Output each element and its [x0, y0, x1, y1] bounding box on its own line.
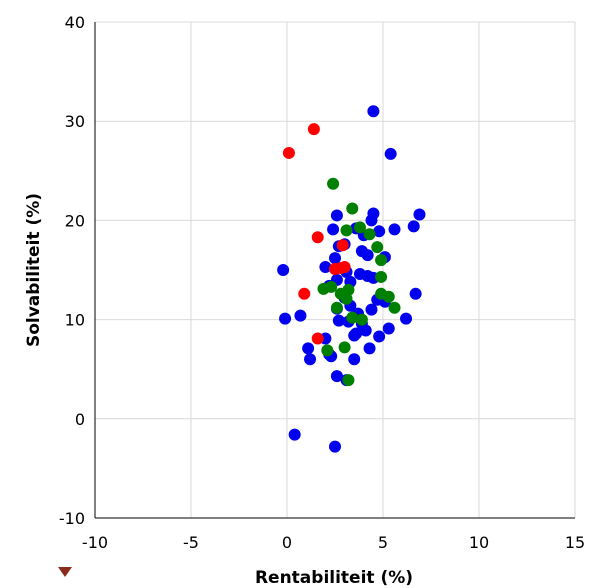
- axes: [94, 22, 575, 519]
- data-point: [311, 231, 324, 244]
- data-point: [388, 223, 401, 236]
- data-point: [348, 329, 361, 342]
- data-point: [321, 344, 334, 357]
- data-point: [373, 225, 386, 238]
- x-tick-label: -10: [82, 533, 108, 552]
- x-tick-label: 15: [565, 533, 585, 552]
- data-point: [346, 202, 359, 215]
- y-tick-label: 20: [65, 211, 85, 230]
- y-tick-label: 30: [65, 112, 85, 131]
- data-point: [340, 292, 353, 305]
- data-point: [330, 209, 343, 222]
- data-point: [382, 290, 395, 303]
- data-point: [330, 301, 343, 314]
- data-point: [346, 311, 359, 324]
- data-point: [382, 322, 395, 335]
- data-point: [367, 105, 380, 118]
- data-point: [361, 249, 374, 262]
- data-point: [409, 287, 422, 300]
- data-point: [342, 374, 355, 387]
- data-point: [317, 282, 330, 295]
- data-point: [407, 220, 420, 233]
- data-point: [413, 208, 426, 221]
- data-point: [329, 252, 341, 265]
- triangle-marker-icon: [58, 567, 72, 577]
- data-point: [363, 228, 376, 241]
- data-point: [279, 312, 292, 325]
- data-point: [282, 146, 295, 159]
- data-point: [375, 254, 388, 267]
- data-point: [338, 341, 351, 354]
- data-point: [327, 223, 340, 236]
- data-point: [353, 221, 366, 234]
- data-point: [338, 261, 351, 274]
- y-tick-label: 40: [65, 13, 85, 32]
- data-point: [365, 214, 378, 227]
- data-point: [288, 428, 301, 441]
- data-point: [277, 264, 290, 276]
- tick-labels: -10 -5 0 5 10 15 -10 0 10 20 30 40: [59, 13, 585, 552]
- data-point: [304, 353, 317, 366]
- data-points: [277, 105, 426, 453]
- y-tick-label: 0: [75, 410, 85, 429]
- data-point: [373, 330, 386, 343]
- x-tick-label: 10: [469, 533, 489, 552]
- data-point: [298, 287, 311, 300]
- y-axis-title: Solvabiliteit (%): [24, 193, 44, 347]
- data-point: [340, 224, 353, 237]
- data-point: [371, 241, 384, 254]
- data-point: [388, 301, 401, 314]
- grid-lines: [95, 21, 576, 518]
- data-point: [365, 303, 378, 316]
- data-point: [359, 324, 372, 337]
- data-point: [329, 440, 341, 453]
- data-point: [307, 123, 320, 136]
- data-point: [348, 353, 361, 366]
- y-tick-label: -10: [59, 509, 85, 528]
- data-point: [319, 261, 332, 274]
- data-point: [336, 239, 349, 252]
- data-point: [355, 313, 368, 326]
- data-point: [375, 270, 388, 283]
- x-tick-label: 5: [378, 533, 388, 552]
- x-tick-label: -5: [183, 533, 199, 552]
- data-point: [400, 312, 413, 325]
- data-point: [302, 342, 315, 355]
- data-point: [311, 332, 324, 345]
- data-point: [384, 147, 397, 160]
- data-point: [332, 314, 345, 327]
- data-point: [363, 342, 376, 355]
- data-point: [294, 309, 307, 322]
- x-axis-title: Rentabiliteit (%): [255, 568, 413, 588]
- data-point: [330, 370, 343, 383]
- x-tick-label: 0: [282, 533, 292, 552]
- y-tick-label: 10: [65, 311, 85, 330]
- data-point: [327, 177, 340, 190]
